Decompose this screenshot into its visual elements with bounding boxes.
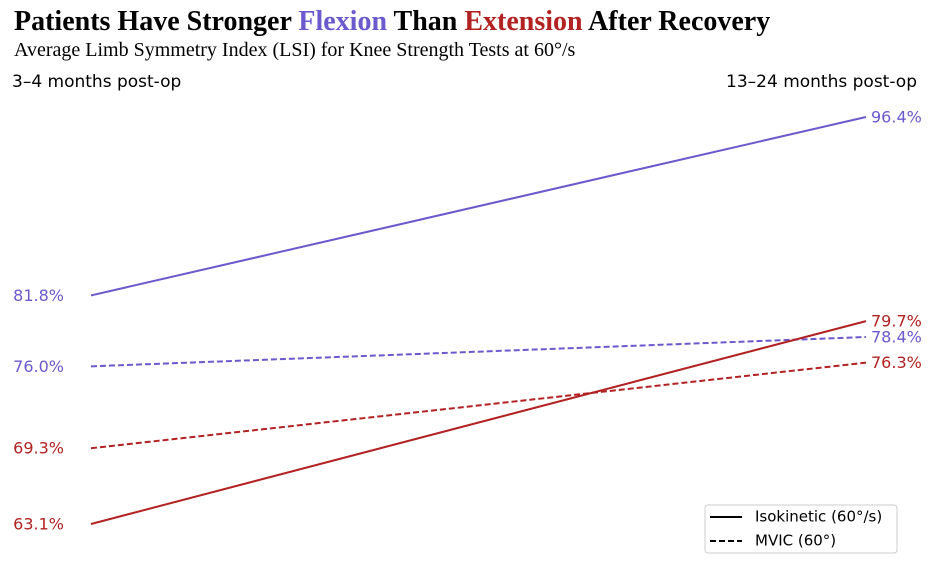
value-label-left: 63.1% — [13, 515, 64, 534]
right-column-label: 13–24 months post-op — [726, 72, 917, 92]
chart-title: Patients Have Stronger Flexion Than Exte… — [14, 6, 770, 37]
value-label-left: 69.3% — [13, 439, 64, 458]
legend-frame — [704, 504, 898, 554]
value-label-right: 96.4% — [871, 108, 922, 127]
left-column-label: 3–4 months post-op — [12, 72, 181, 92]
series-lines — [90, 116, 867, 525]
title-part: After Recovery — [583, 6, 771, 37]
title-part: Flexion — [298, 6, 387, 37]
series-line-extension-isokinetic — [90, 320, 867, 525]
legend-label: Isokinetic (60°/s) — [755, 508, 882, 526]
legend: Isokinetic (60°/s) MVIC (60°) — [704, 504, 898, 554]
value-labels: 81.8% 96.4% 76.0% 78.4% 63.1% 79.7% 69.3% 76.3% — [13, 108, 922, 534]
title-part: Patients Have Stronger — [14, 6, 298, 37]
value-label-left: 81.8% — [13, 286, 64, 305]
title-part: Extension — [464, 6, 583, 37]
value-label-right: 76.3% — [871, 353, 922, 372]
series-line-flexion-mvic — [90, 336, 867, 368]
series-line-flexion-isokinetic — [90, 116, 867, 297]
value-label-right: 79.7% — [871, 312, 922, 331]
title-part: Than — [387, 6, 464, 37]
value-label-left: 76.0% — [13, 357, 64, 376]
chart-subtitle: Average Limb Symmetry Index (LSI) for Kn… — [14, 39, 576, 61]
legend-label: MVIC (60°) — [755, 532, 836, 550]
series-line-extension-mvic — [90, 361, 867, 450]
value-label-right: 78.4% — [871, 328, 922, 347]
